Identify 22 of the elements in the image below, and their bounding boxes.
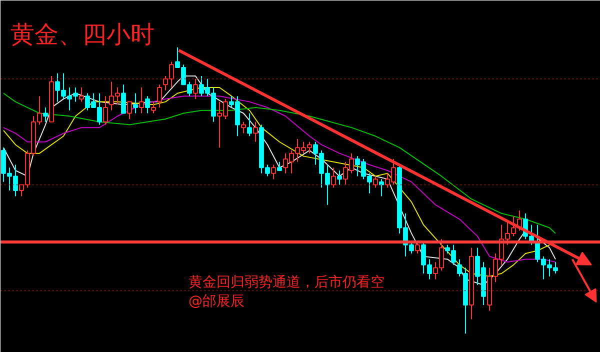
candlestick [193,78,198,100]
candlestick [103,96,108,126]
candlestick [157,84,162,108]
annotation: 黄金回归弱势通道，后市仍看空 [188,274,384,290]
candlestick [133,92,138,114]
candlestick [331,167,336,188]
candlestick [145,96,150,114]
candlestick [151,101,156,114]
candlestick [79,87,84,102]
candlestick [43,107,48,122]
candlestick [373,176,378,188]
candlestick [127,101,132,120]
candlestick [271,164,276,180]
candlestick [139,87,144,114]
candlestick [253,121,258,142]
candlestick [241,121,246,134]
chart-title: 黄金、四小时 [10,20,154,48]
candlestick [247,112,252,137]
candlestick [337,170,342,186]
candlestick [379,178,384,197]
candlestick [121,84,126,114]
annotation: @邰展辰 [188,294,244,310]
